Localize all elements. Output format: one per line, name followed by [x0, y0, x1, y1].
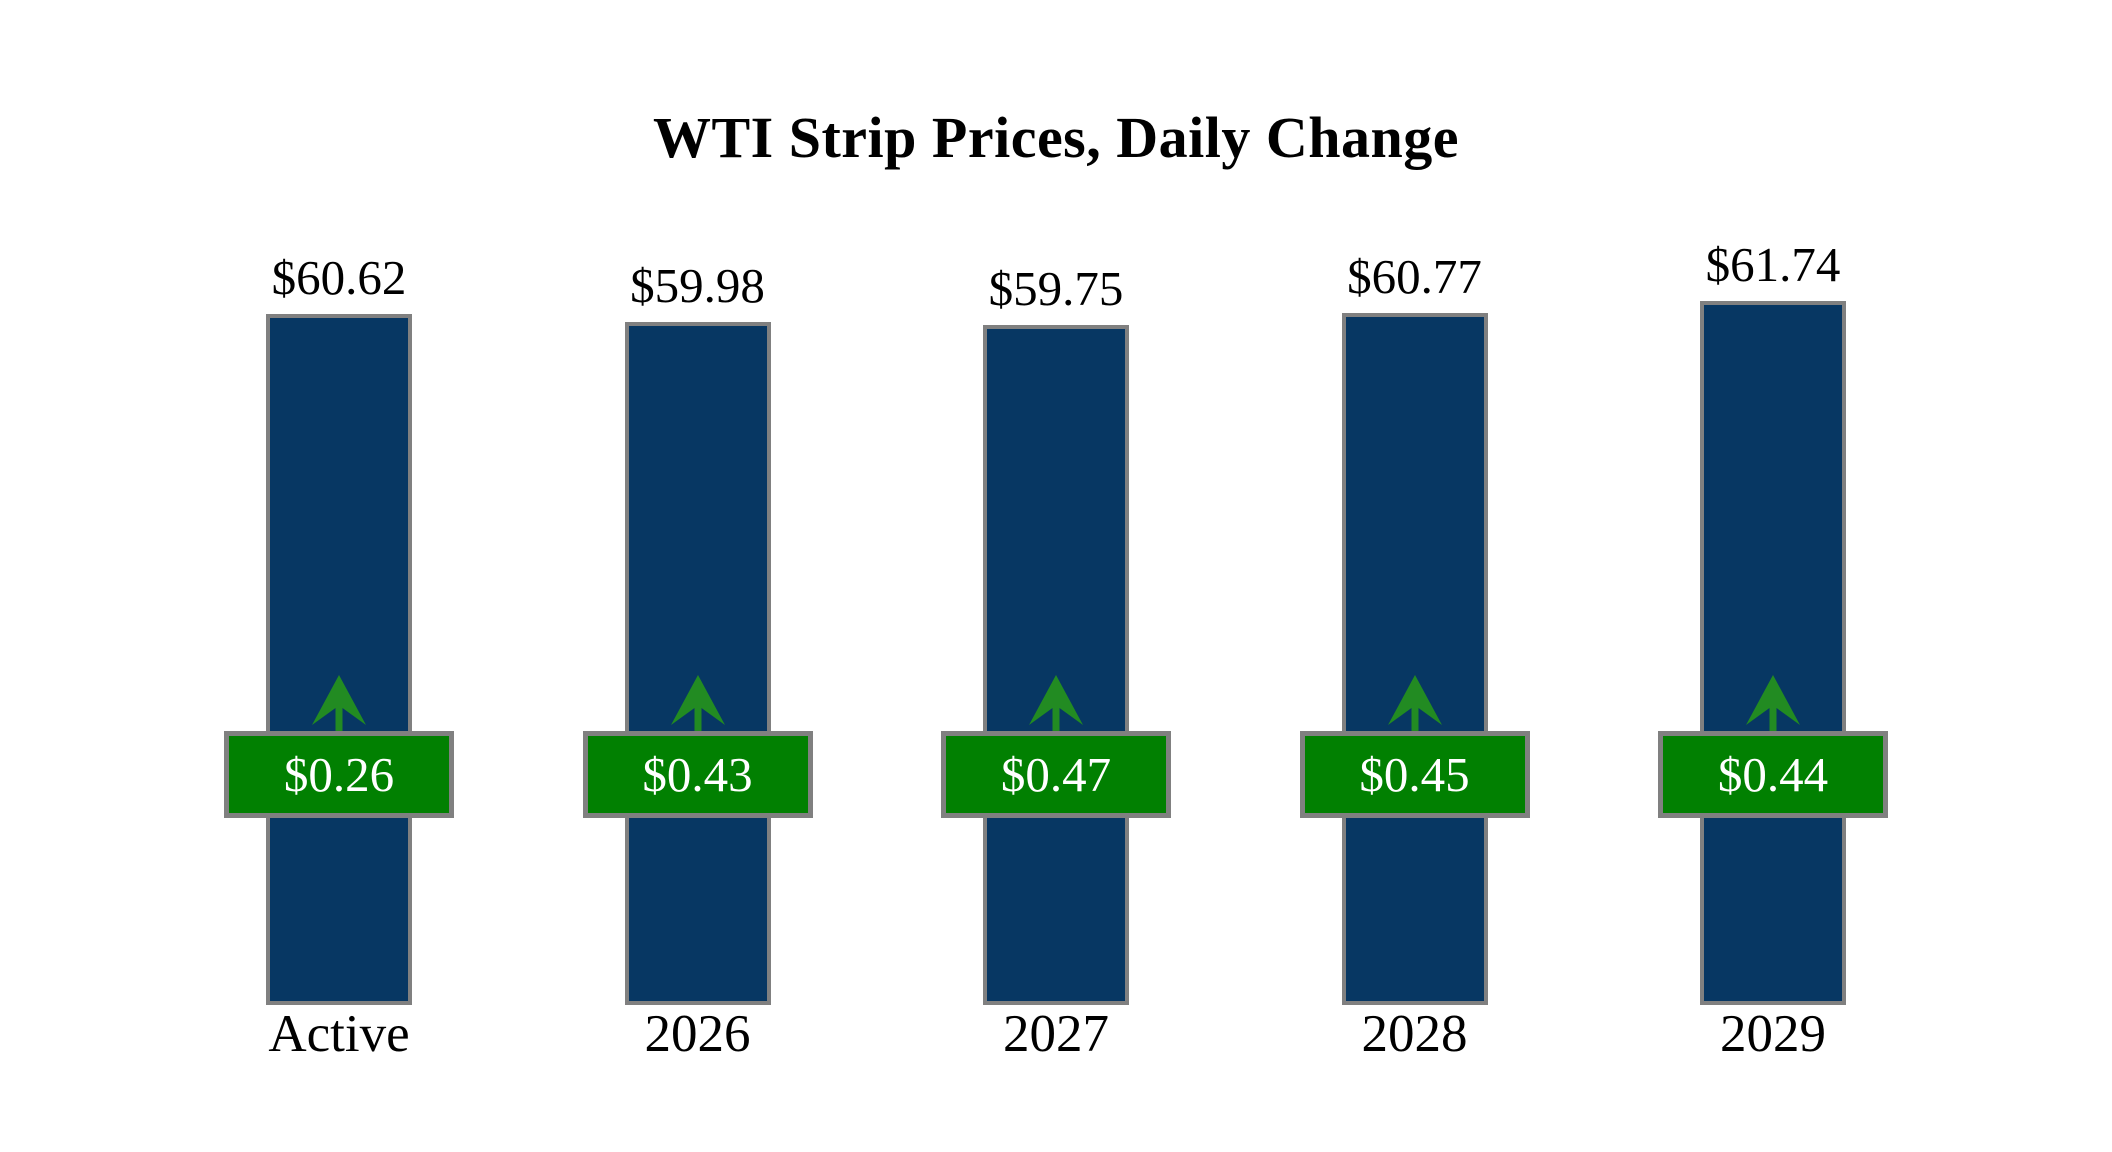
daily-change-badge: $0.43 [582, 731, 813, 818]
bar-column: $61.74 $0.44 2029 [1593, 0, 1953, 1152]
category-label: 2029 [1720, 1005, 1826, 1063]
green-up-arrow-icon [1387, 675, 1442, 731]
daily-change-badge: $0.44 [1658, 731, 1888, 818]
bar-column: $60.77 $0.45 2028 [1235, 0, 1595, 1152]
price-bar [266, 314, 412, 1005]
category-label: 2027 [1003, 1005, 1109, 1063]
strip-price-label: $60.77 [1347, 248, 1482, 304]
daily-change-value: $0.44 [1717, 747, 1829, 802]
price-bar [1700, 301, 1846, 1005]
strip-price-label: $59.98 [630, 258, 765, 314]
green-up-arrow-icon [1029, 675, 1083, 731]
price-bar [983, 324, 1129, 1005]
price-bar [1341, 312, 1488, 1005]
green-up-arrow-icon [1746, 675, 1800, 731]
strip-price-label: $61.74 [1705, 237, 1841, 292]
price-bar [624, 322, 771, 1005]
green-up-arrow-icon [670, 675, 725, 731]
bar-column: $59.98 $0.43 2026 [518, 0, 878, 1152]
strip-price-label: $60.62 [271, 250, 407, 306]
green-up-arrow-icon [312, 675, 366, 731]
daily-change-badge: $0.47 [941, 731, 1171, 818]
bar-column: $59.75 $0.47 2027 [876, 0, 1236, 1152]
daily-change-badge: $0.45 [1299, 731, 1530, 818]
daily-change-value: $0.26 [283, 747, 395, 802]
category-label: 2028 [1361, 1005, 1468, 1063]
daily-change-value: $0.43 [642, 747, 753, 802]
daily-change-badge: $0.26 [224, 731, 454, 818]
category-label: 2026 [644, 1005, 751, 1063]
daily-change-value: $0.47 [1000, 747, 1112, 802]
chart-title: WTI Strip Prices, Daily Change [652, 105, 1460, 170]
category-label: Active [268, 1005, 410, 1063]
bar-column: $60.62 $0.26 Active [159, 0, 519, 1152]
strip-price-label: $59.75 [988, 260, 1124, 316]
daily-change-value: $0.45 [1359, 747, 1470, 802]
